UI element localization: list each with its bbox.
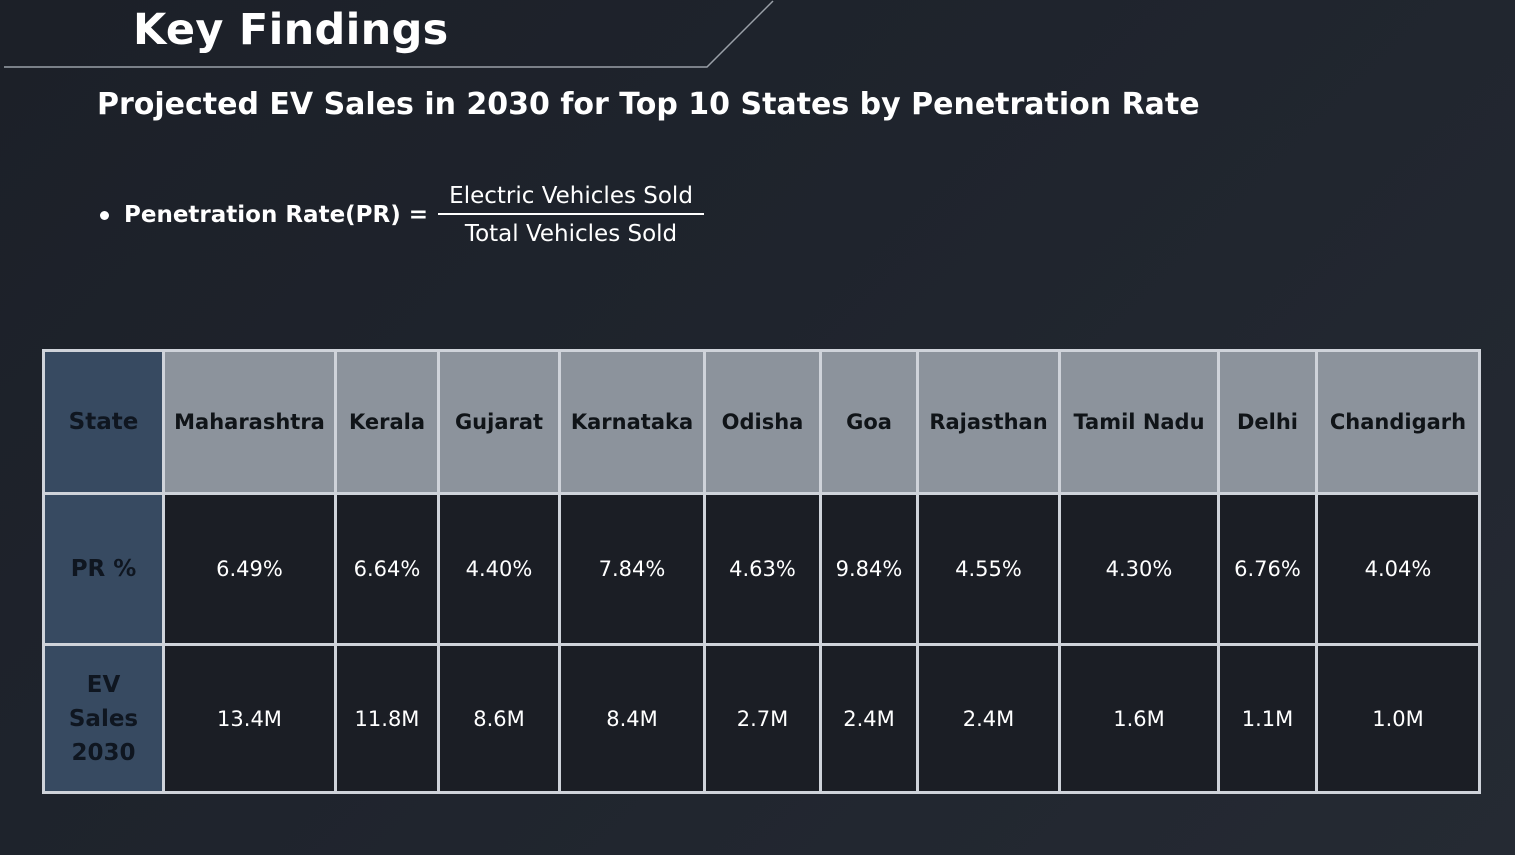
- ev-sales-value-cell: 11.8M: [334, 643, 440, 794]
- pr-value-cell: 9.84%: [819, 492, 919, 646]
- state-name-cell: Chandigarh: [1315, 349, 1481, 495]
- ev-sales-value-cell: 2.4M: [819, 643, 919, 794]
- row-header-state: State: [42, 349, 165, 495]
- ev-sales-value-cell: 1.1M: [1217, 643, 1318, 794]
- slide-subtitle: Projected EV Sales in 2030 for Top 10 St…: [97, 87, 1200, 122]
- ev-sales-value-cell: 1.0M: [1315, 643, 1481, 794]
- formula-denominator: Total Vehicles Sold: [464, 221, 678, 247]
- ev-sales-value-cell: 1.6M: [1058, 643, 1220, 794]
- state-name-cell: Odisha: [703, 349, 822, 495]
- formula-numerator: Electric Vehicles Sold: [449, 183, 693, 209]
- page-title: Key Findings: [133, 5, 449, 55]
- row-header-ev-sales-line: Sales: [68, 705, 139, 732]
- pr-value-cell: 6.76%: [1217, 492, 1318, 646]
- state-name-cell: Karnataka: [558, 349, 706, 495]
- ev-sales-value-cell: 8.6M: [437, 643, 561, 794]
- state-name-cell: Rajasthan: [916, 349, 1061, 495]
- ev-sales-value-cell: 8.4M: [558, 643, 706, 794]
- table-row-ev-sales: EV Sales 2030 13.4M 11.8M 8.6M 8.4M 2.7M…: [42, 643, 1481, 794]
- table-row-pr: PR % 6.49% 6.64% 4.40% 7.84% 4.63% 9.84%…: [42, 492, 1481, 646]
- pr-value-cell: 4.63%: [703, 492, 822, 646]
- title-underline-decoration: [4, 0, 774, 68]
- ev-sales-value-cell: 2.4M: [916, 643, 1061, 794]
- ev-sales-value-cell: 2.7M: [703, 643, 822, 794]
- penetration-rate-formula: Penetration Rate(PR) = Electric Vehicles…: [100, 178, 705, 252]
- row-header-ev-sales: EV Sales 2030: [42, 643, 165, 794]
- table-row-states: State Maharashtra Kerala Gujarat Karnata…: [42, 349, 1481, 495]
- fraction-bar: [438, 213, 705, 215]
- state-name-cell: Tamil Nadu: [1058, 349, 1220, 495]
- pr-value-cell: 4.55%: [916, 492, 1061, 646]
- state-name-cell: Maharashtra: [162, 349, 337, 495]
- pr-value-cell: 7.84%: [558, 492, 706, 646]
- state-name-cell: Delhi: [1217, 349, 1318, 495]
- row-header-ev-sales-line: EV: [86, 671, 121, 698]
- bullet-icon: [100, 210, 109, 220]
- row-header-ev-sales-line: 2030: [71, 739, 136, 766]
- pr-value-cell: 4.40%: [437, 492, 561, 646]
- state-name-cell: Kerala: [334, 349, 440, 495]
- formula-fraction: Electric Vehicles Sold Total Vehicles So…: [438, 183, 705, 247]
- findings-table: State Maharashtra Kerala Gujarat Karnata…: [42, 349, 1481, 794]
- state-name-cell: Gujarat: [437, 349, 561, 495]
- pr-value-cell: 4.30%: [1058, 492, 1220, 646]
- row-header-pr: PR %: [42, 492, 165, 646]
- pr-value-cell: 4.04%: [1315, 492, 1481, 646]
- formula-label: Penetration Rate(PR) =: [124, 202, 429, 228]
- state-name-cell: Goa: [819, 349, 919, 495]
- pr-value-cell: 6.64%: [334, 492, 440, 646]
- ev-sales-value-cell: 13.4M: [162, 643, 337, 794]
- pr-value-cell: 6.49%: [162, 492, 337, 646]
